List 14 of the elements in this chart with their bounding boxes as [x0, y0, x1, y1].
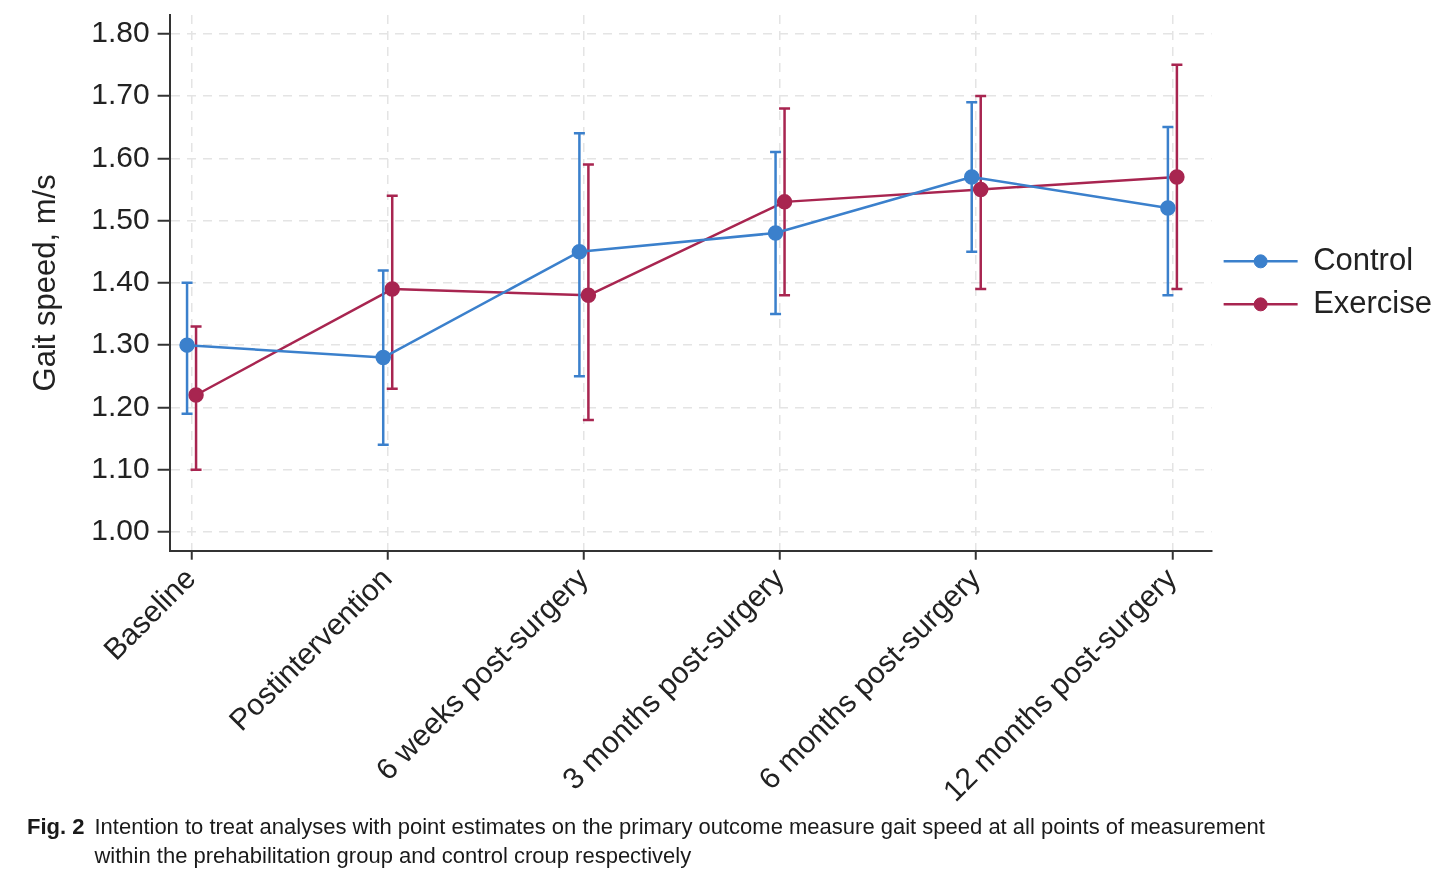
y-tick-label: 1.60	[91, 139, 150, 173]
legend-label: Control	[1313, 241, 1414, 277]
y-tick-label: 1.10	[91, 450, 150, 484]
y-tick-label: 1.30	[91, 326, 150, 360]
y-tick-label: 1.70	[91, 77, 150, 111]
legend-label: Exercise	[1313, 284, 1433, 320]
y-tick-label: 1.50	[91, 201, 150, 235]
text: Intention to treat analyses with point estimates on the primary outcome measure gait speed at all points of measurement within the prehabilitation group and control croup respectively	[94, 813, 1266, 870]
y-tick-label: 1.40	[91, 264, 150, 298]
y-tick-label: 1.80	[91, 14, 150, 48]
y-tick-label: 1.20	[91, 388, 150, 422]
y-axis-title: Gait speed, m/s	[27, 174, 63, 392]
caption: Fig. 2	[27, 813, 85, 841]
y-tick-label: 1.00	[91, 513, 150, 547]
